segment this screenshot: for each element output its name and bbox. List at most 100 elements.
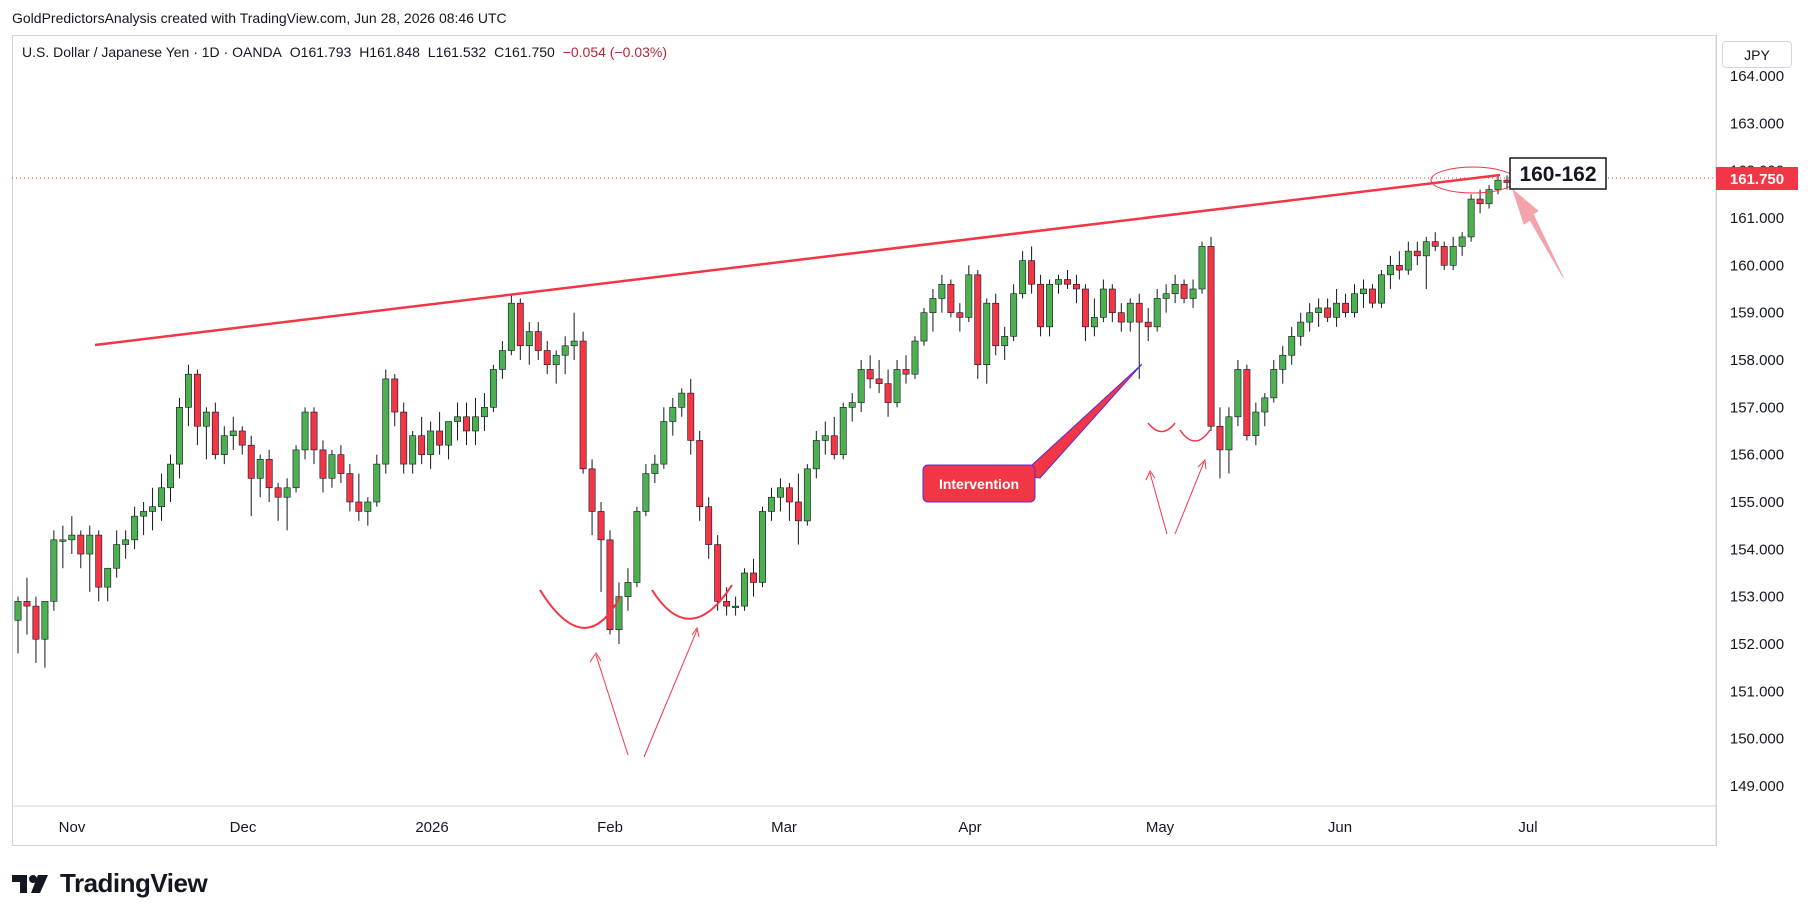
candle-down	[1342, 302, 1349, 313]
candle-up	[292, 449, 300, 489]
candle-down	[436, 430, 444, 446]
y-axis-ticks: 149.000 150.000 151.000 152.000 153.000 154.0…	[1730, 68, 1784, 795]
candle-up	[113, 544, 121, 569]
x-tick-label: Apr	[958, 819, 981, 836]
candle-down	[1216, 425, 1224, 451]
currency-button[interactable]: JPY	[1722, 41, 1792, 68]
double-bottom-arc-2[interactable]	[651, 584, 733, 620]
arrow-line-1[interactable]	[595, 654, 629, 756]
candle-down	[77, 534, 85, 555]
candle-down	[1440, 246, 1448, 266]
candle-up	[454, 416, 461, 422]
candle-down	[1117, 312, 1125, 323]
candle-down	[579, 340, 587, 470]
symbol-name[interactable]: U.S. Dollar / Japanese Yen · 1D · OANDA	[22, 44, 282, 60]
last-price-badge	[1716, 167, 1798, 190]
candle-up	[1333, 302, 1341, 318]
change-value: −0.054 (−0.03%)	[562, 44, 667, 60]
candle-down	[687, 392, 695, 441]
candle-up	[220, 435, 228, 455]
may-arrow-1[interactable]	[1145, 469, 1168, 535]
may-low-arc-1[interactable]	[1147, 422, 1176, 433]
x-tick-label: Nov	[59, 819, 86, 836]
candle-up	[86, 534, 94, 555]
candle-down	[1037, 283, 1045, 328]
candle-down	[463, 416, 470, 432]
candle-up	[911, 340, 919, 375]
x-tick-label: May	[1146, 819, 1175, 836]
candle-up	[364, 501, 372, 512]
candle-up	[1485, 189, 1493, 205]
candle-up	[480, 407, 488, 418]
candle-up	[732, 605, 740, 608]
candle-up	[59, 539, 67, 542]
y-tick-label: 164.000	[1730, 68, 1784, 85]
candle-up	[1198, 246, 1206, 290]
candle-down	[705, 506, 713, 545]
candle-up	[373, 463, 381, 503]
y-tick-label: 161.000	[1730, 210, 1784, 227]
candle-up	[1422, 241, 1430, 257]
double-bottom-arc-1[interactable]	[539, 589, 621, 629]
candle-up	[283, 487, 291, 498]
resistance-trendline[interactable]	[94, 173, 1501, 347]
candle-up	[983, 302, 991, 366]
candle-up	[202, 411, 210, 427]
candle-up	[1306, 312, 1314, 323]
candle-down	[1073, 283, 1080, 290]
candle-up	[382, 378, 390, 465]
candle-down	[884, 383, 892, 403]
candle-down	[1503, 179, 1511, 183]
arrow-head-1	[589, 652, 602, 663]
x-tick-label: Jul	[1518, 819, 1537, 836]
candle-up	[1090, 317, 1098, 328]
candle-down	[516, 302, 524, 347]
y-tick-label: 159.000	[1730, 305, 1784, 322]
y-tick-label: 151.000	[1730, 683, 1784, 700]
candle-down	[211, 411, 219, 455]
candle-down	[274, 487, 282, 498]
candle-up	[561, 345, 569, 356]
candle-up	[1019, 260, 1027, 295]
candle-down	[265, 459, 273, 489]
candle-up	[893, 369, 901, 403]
candle-up	[507, 302, 515, 351]
arrow-line-2[interactable]	[643, 629, 698, 758]
may-low-arc-2[interactable]	[1179, 429, 1211, 442]
intervention-callout-box[interactable]	[922, 464, 1036, 503]
intervention-callout-pointer	[1018, 363, 1143, 479]
candle-up	[301, 411, 309, 451]
target-label-box[interactable]	[1509, 157, 1607, 190]
y-tick-label: 156.000	[1730, 447, 1784, 464]
tradingview-logo[interactable]: TradingView	[12, 868, 208, 899]
candle-up	[498, 350, 506, 370]
candle-down	[956, 312, 964, 318]
y-tick-label: 158.000	[1730, 352, 1784, 369]
x-tick-label: Dec	[230, 819, 257, 836]
candle-up	[256, 459, 264, 479]
may-arrow-2[interactable]	[1174, 458, 1207, 535]
top-ellipse[interactable]	[1430, 166, 1516, 194]
target-arrow[interactable]	[1512, 189, 1564, 278]
candle-down	[902, 369, 910, 375]
candle-up	[1288, 336, 1296, 356]
candle-up	[184, 373, 192, 408]
candle-down	[1180, 283, 1188, 299]
candle-up	[68, 534, 76, 541]
candle-down	[714, 544, 722, 602]
candle-up	[167, 463, 174, 489]
x-tick-label: 2026	[415, 819, 448, 836]
candle-up	[1099, 288, 1107, 318]
y-tick-label: 154.000	[1730, 541, 1784, 558]
candle-up	[1261, 397, 1269, 413]
candle-up	[525, 331, 533, 347]
candle-up	[1449, 246, 1457, 266]
candle-up	[920, 312, 928, 342]
candle-up	[938, 283, 946, 299]
candle-down	[1135, 302, 1143, 323]
candle-down	[1431, 241, 1439, 247]
candle-up	[176, 407, 183, 465]
candle-down	[866, 369, 874, 380]
candle-up	[678, 392, 686, 408]
